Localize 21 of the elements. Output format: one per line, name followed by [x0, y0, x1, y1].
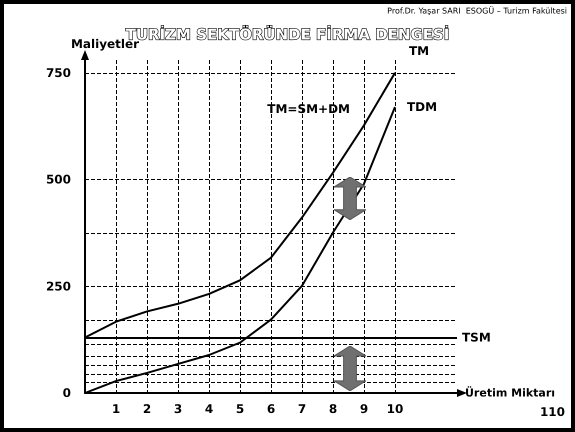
y-tick-label: 750 — [46, 66, 71, 80]
ref-line-label: TSM — [462, 330, 491, 344]
x-axis-title: Üretim Miktarı — [465, 386, 556, 400]
text: Prof.Dr. Yaşar SARI ESOGÜ – Turizm Fakültesi — [387, 6, 568, 16]
annotation: TM=SM+DM — [267, 102, 350, 116]
x-tick-label: 8 — [328, 402, 338, 416]
y-tick-label: 250 — [46, 279, 71, 294]
x-tick-label: 3 — [174, 402, 182, 416]
y-tick-label: 500 — [46, 172, 71, 187]
x-tick-label: 6 — [266, 402, 276, 416]
series-label: TM — [409, 44, 430, 58]
x-tick-label: 1 — [112, 402, 120, 416]
x-tick-label: 4 — [204, 402, 214, 416]
x-tick-label: 2 — [142, 402, 152, 416]
x-tick-label: 5 — [236, 402, 244, 416]
series-label: TDM — [407, 100, 438, 114]
x-tick-label: 7 — [298, 402, 306, 416]
y-tick-label: 0 — [62, 386, 71, 400]
x-tick-label: 10 — [386, 402, 404, 416]
x-tick-label: 9 — [360, 402, 368, 416]
text: 110 — [540, 405, 566, 419]
